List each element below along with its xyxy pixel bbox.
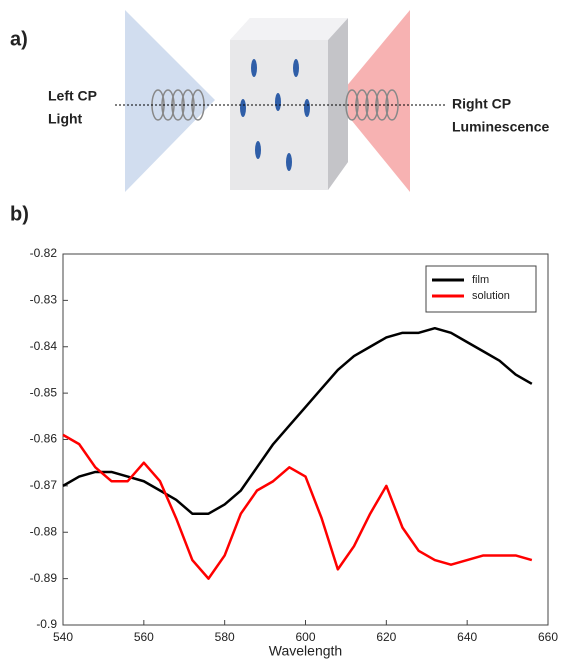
legend-box	[425, 265, 537, 313]
x-axis-label: Wavelength	[269, 643, 342, 659]
light-cone	[125, 10, 215, 192]
cube-side	[328, 18, 348, 190]
x-tick-label: 600	[295, 630, 315, 644]
x-tick-label: 620	[376, 630, 396, 644]
legend-label: film	[472, 274, 489, 286]
y-tick-label: -0.82	[30, 246, 58, 260]
panel-label: b)	[10, 203, 29, 225]
molecules	[240, 59, 310, 171]
y-tick-label: -0.89	[30, 571, 58, 585]
data-line	[62, 433, 533, 580]
cube-top	[230, 18, 348, 40]
x-tick-label: 640	[457, 630, 477, 644]
y-tick-label: -0.84	[30, 339, 58, 353]
y-tick-label: -0.9	[36, 617, 57, 631]
x-tick-label: 580	[215, 630, 235, 644]
diagram-label: Light	[48, 111, 83, 127]
panel-label: a)	[10, 28, 28, 50]
legend-label: solution	[472, 290, 510, 302]
y-tick-label: -0.86	[30, 432, 58, 446]
x-tick-label: 660	[538, 630, 558, 644]
y-tick-label: -0.85	[30, 385, 58, 399]
diagram-label: Luminescence	[452, 119, 549, 135]
y-tick-label: -0.88	[30, 524, 58, 538]
diagram-label: Right CP	[452, 96, 511, 112]
data-line	[62, 326, 533, 515]
x-tick-label: 540	[53, 630, 73, 644]
y-tick-label: -0.83	[30, 293, 58, 307]
diagram-label: Left CP	[48, 88, 97, 104]
y-tick-label: -0.87	[30, 478, 58, 492]
luminescence-cone	[335, 10, 410, 192]
x-tick-label: 560	[134, 630, 154, 644]
